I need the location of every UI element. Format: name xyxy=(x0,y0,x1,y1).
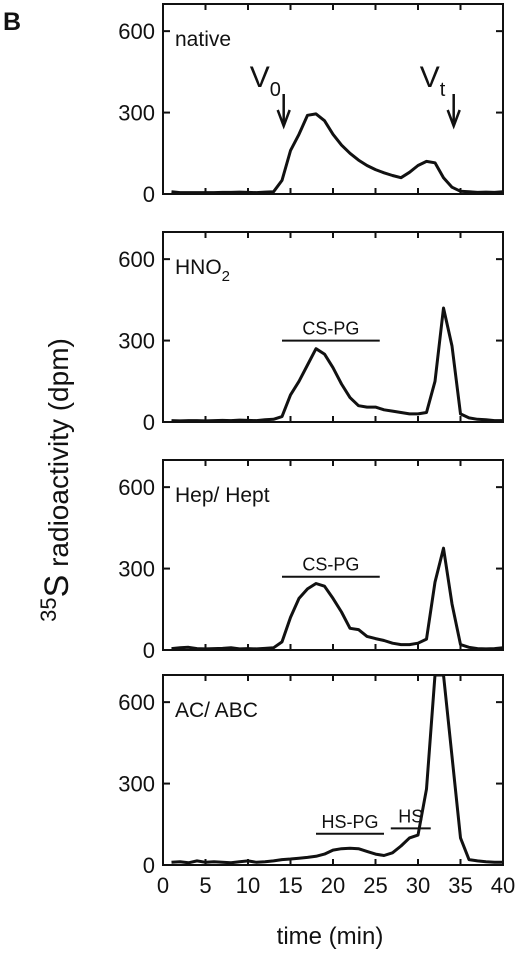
panel-label-text: AC/ ABC xyxy=(175,699,258,722)
y-axis-title-superscript: 35 xyxy=(36,597,61,621)
y-tick-label: 300 xyxy=(118,329,155,354)
series-line xyxy=(171,306,503,422)
series-line xyxy=(171,675,503,865)
elution-marker-label: Vt xyxy=(420,61,446,101)
figure-letter: B xyxy=(3,8,21,36)
y-tick-label: 600 xyxy=(118,690,155,715)
x-tick-label: 15 xyxy=(278,873,302,898)
y-tick-label: 300 xyxy=(118,557,155,582)
x-tick-label: 20 xyxy=(321,873,345,898)
x-axis-title: time (min) xyxy=(277,923,384,950)
y-tick-label: 600 xyxy=(118,475,155,500)
chart-panel-3: 0 300 600 Hep/ Hept CS-PG xyxy=(118,459,504,663)
fraction-bracket-label: CS-PG xyxy=(302,319,359,339)
y-axis-title-element: S xyxy=(38,575,76,598)
panel-label-subscript: 2 xyxy=(222,268,230,285)
panel-label: AC/ ABC xyxy=(175,699,258,722)
panel-label: Hep/ Hept xyxy=(175,484,270,507)
series-line xyxy=(171,112,503,194)
fraction-bracket-label: HS xyxy=(398,806,423,826)
x-tick-label: 5 xyxy=(199,873,211,898)
chart-panel-2: 0 300 600 HNO2 CS-PG xyxy=(118,231,504,435)
y-axis-title: 35S radioactivity (dpm) xyxy=(36,338,76,622)
y-tick-label: 0 xyxy=(143,410,155,435)
y-tick-label: 300 xyxy=(118,772,155,797)
y-tick-label: 600 xyxy=(118,19,155,44)
chart-panel-4: 0 300 600 0 5 10 15 20 25 30 35 40 AC/ ABC HS-PG HS xyxy=(118,674,515,898)
panel-label: HNO2 xyxy=(175,256,230,285)
elution-marker-arrowhead xyxy=(446,109,461,130)
panel-label-text: native xyxy=(175,28,231,51)
fraction-bracket-label: CS-PG xyxy=(302,555,359,575)
panel-label-text: HNO xyxy=(175,256,222,279)
y-axis-title-rest: radioactivity (dpm) xyxy=(43,338,74,575)
panel-label-text: Hep/ Hept xyxy=(175,484,270,507)
fraction-bracket-label: HS-PG xyxy=(321,812,378,832)
panel-label: native xyxy=(175,28,231,51)
x-tick-label: 0 xyxy=(157,873,169,898)
chart-panel-1: 0 300 600 native V0 Vt xyxy=(118,3,504,207)
elution-marker-label: V0 xyxy=(250,61,281,101)
x-tick-label: 30 xyxy=(406,873,430,898)
x-tick-label: 35 xyxy=(448,873,472,898)
y-tick-label: 0 xyxy=(143,853,155,878)
y-tick-label: 0 xyxy=(143,182,155,207)
x-tick-label: 10 xyxy=(236,873,260,898)
series-line xyxy=(171,546,503,650)
y-tick-label: 600 xyxy=(118,247,155,272)
x-tick-label: 25 xyxy=(363,873,387,898)
y-tick-label: 300 xyxy=(118,101,155,126)
y-tick-label: 0 xyxy=(143,638,155,663)
x-tick-label: 40 xyxy=(491,873,515,898)
elution-marker-arrowhead xyxy=(276,109,291,130)
